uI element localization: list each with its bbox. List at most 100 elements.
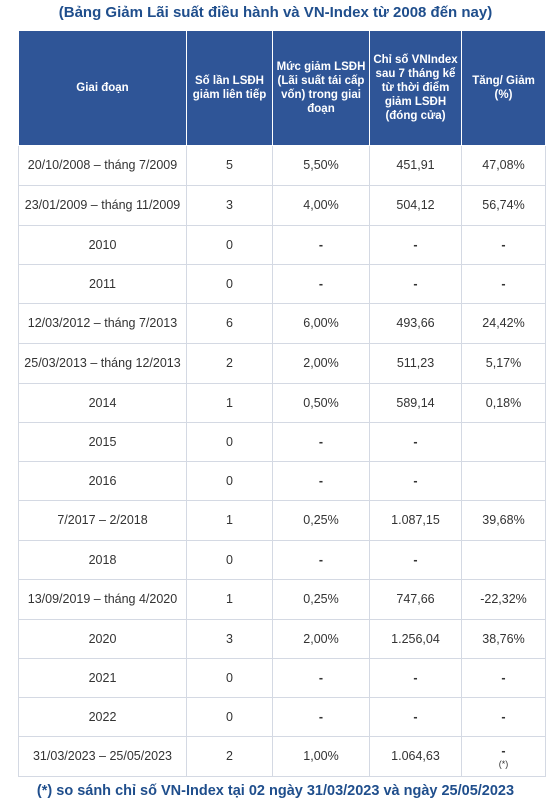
table-row: 2010 0 - - - <box>18 225 546 265</box>
cell-index-text: - <box>413 276 418 291</box>
cell-index-text: 747,66 <box>396 592 435 606</box>
cell-cuts-text: 0 <box>226 552 233 567</box>
cell-change-text: - <box>501 670 506 685</box>
table-body: 20/10/2008 – tháng 7/2009 5 5,50% 451,91 47,… <box>18 145 546 777</box>
cell-period: 12/03/2012 – tháng 7/2013 <box>18 303 187 344</box>
cell-cuts: 0 <box>186 461 273 501</box>
table-row: 2015 0 - - <box>18 422 546 462</box>
cell-period-text: 7/2017 – 2/2018 <box>57 513 148 527</box>
cell-period-text: 2015 <box>88 434 117 449</box>
cell-period: 2014 <box>18 383 187 423</box>
table-row: 2018 0 - - <box>18 540 546 580</box>
cell-change: 24,42% <box>461 303 546 344</box>
cell-cuts: 2 <box>186 736 273 777</box>
cell-cuts-text: 6 <box>226 316 233 330</box>
table-row: 13/09/2019 – tháng 4/2020 1 0,25% 747,66 -22… <box>18 579 546 620</box>
cell-change-text: -22,32% <box>480 592 527 606</box>
cell-index: - <box>369 225 462 265</box>
cell-amount: 1,00% <box>272 736 370 777</box>
cell-amount: 4,00% <box>272 185 370 226</box>
cell-index-text: 493,66 <box>396 316 435 330</box>
footnote: (*) so sánh chỉ số VN-Index tại 02 ngày … <box>36 783 515 799</box>
cell-period: 2021 <box>18 658 187 698</box>
cell-index-text: - <box>413 434 418 449</box>
cell-index: - <box>369 540 462 580</box>
cell-amount-text: 5,50% <box>303 158 339 172</box>
cell-change: - <box>461 225 546 265</box>
cell-amount-text: 0,25% <box>303 513 339 527</box>
cell-change-note: (*) <box>498 758 509 769</box>
cell-change-text: 5,17% <box>485 356 522 370</box>
cell-index-text: 1.087,15 <box>391 513 440 527</box>
cell-period: 2010 <box>18 225 187 265</box>
cell-change <box>461 540 546 580</box>
cell-period: 2011 <box>18 264 187 304</box>
cell-period: 23/01/2009 – tháng 11/2009 <box>18 185 187 226</box>
header-period: Giai đoạn <box>18 30 187 146</box>
cell-change: - <box>461 264 546 304</box>
cell-amount-text: - <box>318 434 324 449</box>
cell-change-text: - <box>501 276 506 291</box>
cell-change-text: 24,42% <box>482 316 525 330</box>
cell-change-text: 38,76% <box>482 631 525 646</box>
cell-index: 504,12 <box>369 185 462 226</box>
cell-cuts-text: 3 <box>226 198 233 212</box>
cell-change: 56,74% <box>461 185 546 226</box>
cell-amount-text: - <box>318 552 324 567</box>
cell-period: 13/09/2019 – tháng 4/2020 <box>18 579 187 620</box>
header-change: Tăng/ Giảm (%) <box>461 30 546 146</box>
cell-cuts-text: 1 <box>226 395 233 410</box>
cell-period: 2015 <box>18 422 187 462</box>
cell-period-text: 2021 <box>88 670 117 685</box>
cell-index: - <box>369 264 462 304</box>
cell-amount: - <box>272 697 370 737</box>
cell-cuts: 0 <box>186 697 273 737</box>
cell-index-text: 1.064,63 <box>391 749 440 763</box>
cell-index: - <box>369 697 462 737</box>
cell-amount-text: - <box>318 473 324 488</box>
cell-change: 5,17% <box>461 343 546 384</box>
cell-amount-text: 1,00% <box>303 749 339 763</box>
cell-index-text: 504,12 <box>396 198 435 212</box>
cell-cuts-text: 0 <box>226 434 233 449</box>
cell-index-text: 511,23 <box>396 356 435 370</box>
cell-cuts-text: 2 <box>226 749 233 763</box>
cell-amount: - <box>272 422 370 462</box>
cell-change: -22,32% <box>461 579 546 620</box>
cell-index: 1.256,04 <box>369 619 462 659</box>
table-row: 2016 0 - - <box>18 461 546 501</box>
cell-cuts-text: 0 <box>226 670 233 685</box>
cell-cuts: 5 <box>186 145 273 186</box>
cell-cuts: 3 <box>186 185 273 226</box>
cell-amount: - <box>272 540 370 580</box>
cell-amount-text: 2,00% <box>303 631 339 646</box>
cell-index: - <box>369 658 462 698</box>
cell-cuts: 0 <box>186 658 273 698</box>
cell-index-text: 1.256,04 <box>391 631 440 646</box>
cell-period-text: 2010 <box>88 237 117 252</box>
cell-period-text: 25/03/2013 – tháng 12/2013 <box>24 356 181 370</box>
cell-period: 25/03/2013 – tháng 12/2013 <box>18 343 187 384</box>
cell-amount-text: - <box>318 709 324 724</box>
cell-amount: 0,25% <box>272 579 370 620</box>
table-row: 2022 0 - - - <box>18 697 546 737</box>
cell-period-text: 2011 <box>89 276 116 291</box>
cell-change: 47,08% <box>461 145 546 186</box>
cell-amount: 2,00% <box>272 343 370 384</box>
cell-change <box>461 422 546 462</box>
cell-period: 7/2017 – 2/2018 <box>18 500 187 541</box>
cell-period-text: 2020 <box>88 631 117 646</box>
cell-change <box>461 461 546 501</box>
cell-amount-text: 0,50% <box>303 395 339 410</box>
cell-amount-text: - <box>318 237 324 252</box>
cell-amount: - <box>272 461 370 501</box>
table-title: (Bảng Giảm Lãi suất điều hành và VN-Inde… <box>58 4 493 21</box>
cell-period-text: 13/09/2019 – tháng 4/2020 <box>27 592 178 606</box>
cell-period-text: 20/10/2008 – tháng 7/2009 <box>27 158 178 172</box>
cell-index-text: - <box>413 709 418 724</box>
cell-amount-text: 2,00% <box>303 356 339 370</box>
cell-change-text: - <box>501 237 506 252</box>
cell-cuts: 0 <box>186 225 273 265</box>
cell-amount: - <box>272 658 370 698</box>
interest-rate-table: Giai đoạn Số lần LSĐH giảm liên tiếp Mức… <box>18 30 546 777</box>
